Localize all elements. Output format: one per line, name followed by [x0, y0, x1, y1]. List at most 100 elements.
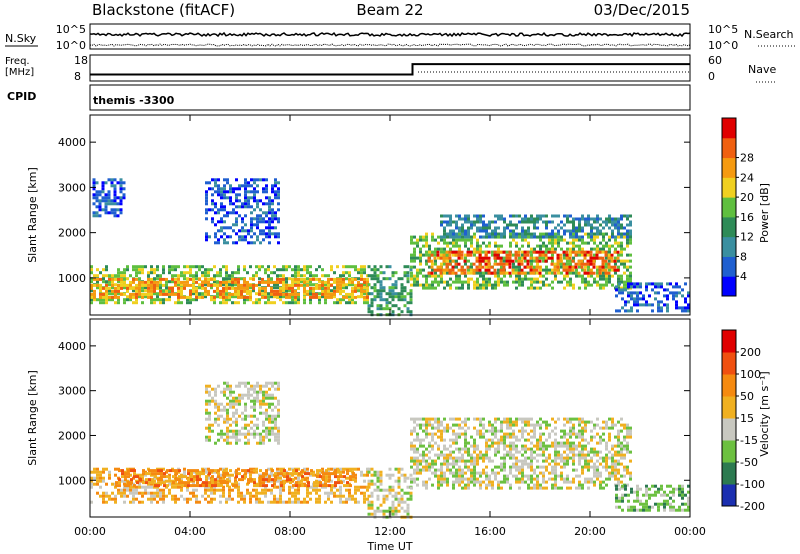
heatmap-cell — [108, 277, 111, 281]
heatmap-cell — [195, 289, 198, 293]
heatmap-cell — [202, 469, 205, 473]
heatmap-cell — [318, 265, 321, 269]
heatmap-cell — [545, 480, 548, 484]
heatmap-cell — [232, 229, 235, 233]
heatmap-cell — [229, 184, 232, 188]
heatmap-cell — [250, 184, 253, 188]
heatmap-cell — [542, 268, 545, 272]
heatmap-cell — [509, 274, 512, 278]
heatmap-cell — [255, 497, 258, 501]
heatmap-cell — [351, 301, 354, 305]
heatmap-cell — [267, 298, 270, 302]
heatmap-cell — [379, 295, 383, 299]
heatmap-cell — [262, 481, 265, 485]
heatmap-cell — [497, 450, 500, 454]
heatmap-cell — [270, 473, 273, 477]
heatmap-cell — [219, 494, 222, 498]
heatmap-cell — [446, 259, 449, 263]
heatmap-cell — [135, 274, 138, 278]
heatmap-cell — [527, 229, 530, 233]
heatmap-cell — [123, 301, 126, 305]
heatmap-cell — [156, 494, 159, 498]
heatmap-cell — [273, 497, 276, 501]
heatmap-cell — [235, 481, 238, 485]
heatmap-cell — [503, 462, 506, 466]
heatmap-cell — [222, 295, 225, 299]
heatmap-cell — [208, 484, 211, 488]
heatmap-cell — [345, 277, 348, 281]
heatmap-cell — [419, 417, 422, 421]
heatmap-cell — [572, 462, 575, 466]
heatmap-cell — [527, 483, 530, 487]
heatmap-cell — [256, 205, 259, 209]
heatmap-cell — [494, 283, 497, 287]
heatmap-cell — [363, 271, 366, 275]
heatmap-cell — [174, 473, 177, 477]
heatmap-cell — [348, 491, 351, 495]
heatmap-cell — [189, 491, 192, 495]
heatmap-cell — [99, 476, 102, 480]
heatmap-cell — [192, 286, 195, 290]
heatmap-cell — [593, 426, 596, 430]
heatmap-cell — [581, 226, 584, 230]
heatmap-cell — [554, 453, 557, 457]
heatmap-cell — [614, 220, 617, 224]
heatmap-cell — [476, 456, 479, 460]
heatmap-cell — [292, 484, 295, 488]
heatmap-cell — [419, 459, 422, 463]
heatmap-cell — [422, 438, 425, 442]
heatmap-cell — [596, 280, 599, 284]
heatmap-cell — [457, 268, 461, 272]
heatmap-cell — [264, 295, 267, 299]
heatmap-cell — [268, 211, 271, 215]
heatmap-cell — [113, 184, 117, 188]
heatmap-cell — [219, 476, 222, 480]
heatmap-cell — [587, 280, 590, 284]
heatmap-cell — [379, 470, 383, 474]
heatmap-cell — [626, 268, 629, 272]
heatmap-cell — [360, 470, 363, 474]
heatmap-cell — [264, 286, 267, 290]
velocity-heatmap — [90, 381, 690, 519]
heatmap-cell — [154, 469, 157, 473]
heatmap-cell — [102, 274, 105, 278]
heatmap-cell — [321, 280, 324, 284]
heatmap-cell — [145, 472, 148, 476]
heatmap-cell — [524, 459, 527, 463]
heatmap-cell — [455, 241, 458, 245]
heatmap-cell — [506, 453, 509, 457]
heatmap-cell — [687, 309, 690, 313]
heatmap-cell — [551, 459, 554, 463]
heatmap-cell — [325, 484, 328, 488]
heatmap-cell — [231, 301, 234, 305]
heatmap-cell — [110, 184, 114, 188]
heatmap-cell — [605, 256, 608, 260]
heatmap-cell — [217, 187, 220, 191]
heatmap-cell — [494, 286, 497, 290]
heatmap-cell — [177, 274, 180, 278]
heatmap-cell — [252, 277, 255, 281]
heatmap-cell — [524, 229, 527, 233]
heatmap-cell — [639, 285, 642, 289]
heatmap-cell — [605, 441, 608, 445]
heatmap-cell — [201, 286, 204, 290]
heatmap-cell — [434, 247, 437, 251]
heatmap-cell — [416, 468, 419, 472]
heatmap-cell — [476, 462, 479, 466]
heatmap-cell — [578, 474, 581, 478]
heatmap-cell — [557, 229, 560, 233]
heatmap-cell — [413, 277, 416, 281]
heatmap-cell — [121, 472, 124, 476]
heatmap-cell — [413, 447, 416, 451]
heatmap-cell — [584, 223, 587, 227]
heatmap-cell — [530, 459, 533, 463]
heatmap-cell — [620, 274, 623, 278]
heatmap-cell — [605, 483, 608, 487]
heatmap-cell — [443, 271, 446, 275]
heatmap-cell — [599, 435, 602, 439]
heatmap-cell — [416, 432, 419, 436]
heatmap-cell — [618, 282, 621, 286]
heatmap-cell — [593, 235, 596, 239]
heatmap-cell — [253, 478, 256, 482]
heatmap-cell — [611, 223, 614, 227]
